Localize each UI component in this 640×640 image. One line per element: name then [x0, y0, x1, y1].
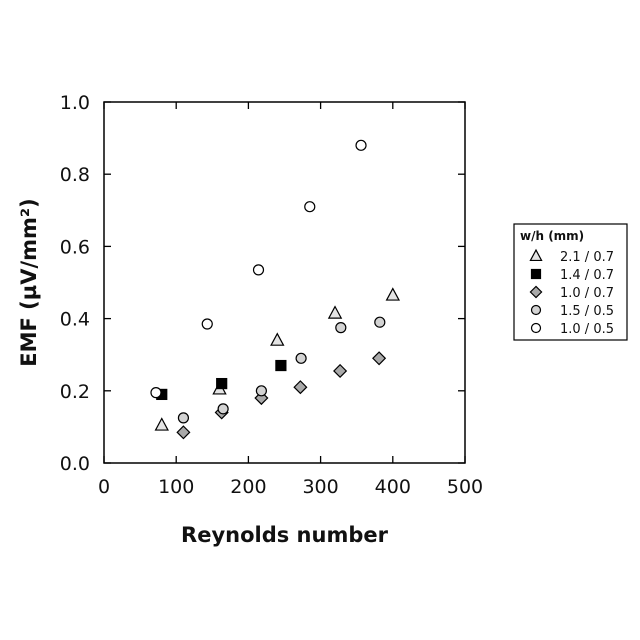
- legend-label-4: 1.0 / 0.5: [560, 322, 614, 337]
- legend: w/h (mm) 2.1 / 0.7 1.4 / 0.7 1.0 / 0.7 1.5 …: [514, 224, 627, 340]
- data-point-series-2: [177, 426, 189, 438]
- legend-label-0: 2.1 / 0.7: [560, 250, 614, 265]
- data-point-series-1: [276, 361, 286, 371]
- x-axis-title: Reynolds number: [181, 523, 389, 547]
- legend-label-1: 1.4 / 0.7: [560, 268, 614, 283]
- data-point-series-2: [334, 365, 346, 377]
- legend-label-3: 1.5 / 0.5: [560, 304, 614, 319]
- y-tick-label: 0.0: [60, 453, 90, 475]
- x-tick-label: 400: [375, 476, 411, 498]
- data-points: [151, 140, 399, 438]
- legend-marker-4: [532, 324, 541, 333]
- data-point-series-3: [218, 404, 228, 414]
- data-point-series-0: [329, 307, 341, 319]
- data-point-series-0: [271, 334, 283, 346]
- plot-frame: [104, 102, 465, 463]
- legend-label-2: 1.0 / 0.7: [560, 286, 614, 301]
- x-tick-label: 0: [98, 476, 110, 498]
- y-tick-label: 0.6: [60, 236, 90, 258]
- data-point-series-3: [336, 323, 346, 333]
- data-point-series-4: [151, 388, 161, 398]
- x-tick-label: 500: [447, 476, 483, 498]
- y-tick-label: 0.8: [60, 164, 90, 186]
- data-point-series-0: [156, 418, 168, 430]
- legend-marker-3: [532, 306, 541, 315]
- data-point-series-4: [305, 202, 315, 212]
- data-point-series-0: [387, 289, 399, 301]
- x-tick-label: 200: [230, 476, 266, 498]
- y-tick-label: 0.2: [60, 381, 90, 403]
- y-tick-label: 1.0: [60, 92, 90, 114]
- data-point-series-2: [294, 381, 306, 393]
- x-tick-label: 100: [158, 476, 194, 498]
- data-point-series-4: [254, 265, 264, 275]
- data-point-series-2: [373, 352, 385, 364]
- data-point-series-3: [178, 413, 188, 423]
- data-point-series-4: [202, 319, 212, 329]
- data-point-series-3: [256, 386, 266, 396]
- legend-title: w/h (mm): [520, 229, 584, 243]
- data-point-series-4: [356, 140, 366, 150]
- x-tick-label: 300: [302, 476, 338, 498]
- data-point-series-3: [296, 353, 306, 363]
- y-axis-title: EMF (µV/mm²): [17, 198, 41, 366]
- y-tick-label: 0.4: [60, 309, 90, 331]
- data-point-series-3: [375, 317, 385, 327]
- axis-ticks: 0 100 200 300 400 500 0.0 0.2 0.4 0.6 0.8 1.0: [60, 92, 483, 498]
- data-point-series-1: [217, 379, 227, 389]
- legend-marker-1: [532, 270, 541, 279]
